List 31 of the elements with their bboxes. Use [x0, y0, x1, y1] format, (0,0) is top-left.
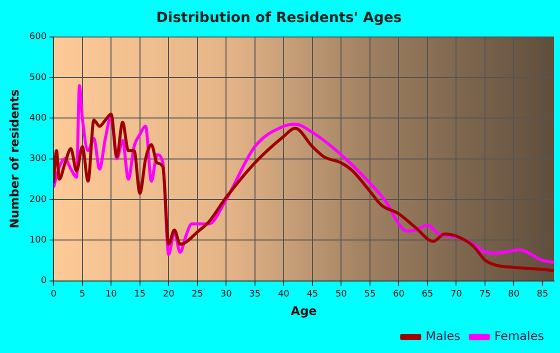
x-tick-label: 55: [364, 290, 376, 300]
x-tick-label: 20: [162, 290, 175, 300]
y-tick-label: 0: [40, 276, 47, 286]
x-tick-label: 25: [192, 290, 204, 300]
line-series: [54, 112, 554, 272]
x-tick-label: 0: [50, 290, 57, 300]
x-tick-label: 30: [220, 290, 232, 300]
x-tick-label: 60: [392, 290, 405, 300]
x-tick-label: 40: [278, 290, 290, 300]
x-tick-label: 70: [450, 290, 462, 300]
x-tick-label: 85: [536, 290, 548, 300]
legend-label: Males: [426, 329, 460, 344]
x-axis-title: Age: [290, 304, 317, 318]
legend-label: Females: [494, 329, 544, 344]
y-tick-label: 200: [29, 194, 47, 205]
y-tick-label: 400: [29, 113, 47, 124]
x-tick-label: 65: [422, 290, 434, 300]
y-tick-label: 600: [29, 32, 47, 42]
x-tick-label: 5: [79, 290, 86, 300]
x-tick-label: 45: [306, 290, 318, 300]
y-tick-label: 500: [29, 72, 47, 83]
x-tick-label: 35: [249, 290, 261, 300]
x-tick-label: 50: [335, 290, 348, 300]
y-tick-label: 100: [29, 235, 47, 246]
x-tick-label: 80: [508, 290, 520, 300]
y-axis-title: Number of residents: [7, 89, 22, 228]
x-tick-label: 75: [479, 290, 491, 300]
x-tick-label: 10: [105, 290, 118, 300]
chart-title: Distribution of Residents' Ages: [156, 10, 402, 26]
y-tick-label: 300: [29, 154, 47, 164]
x-tick-label: 15: [134, 290, 146, 300]
